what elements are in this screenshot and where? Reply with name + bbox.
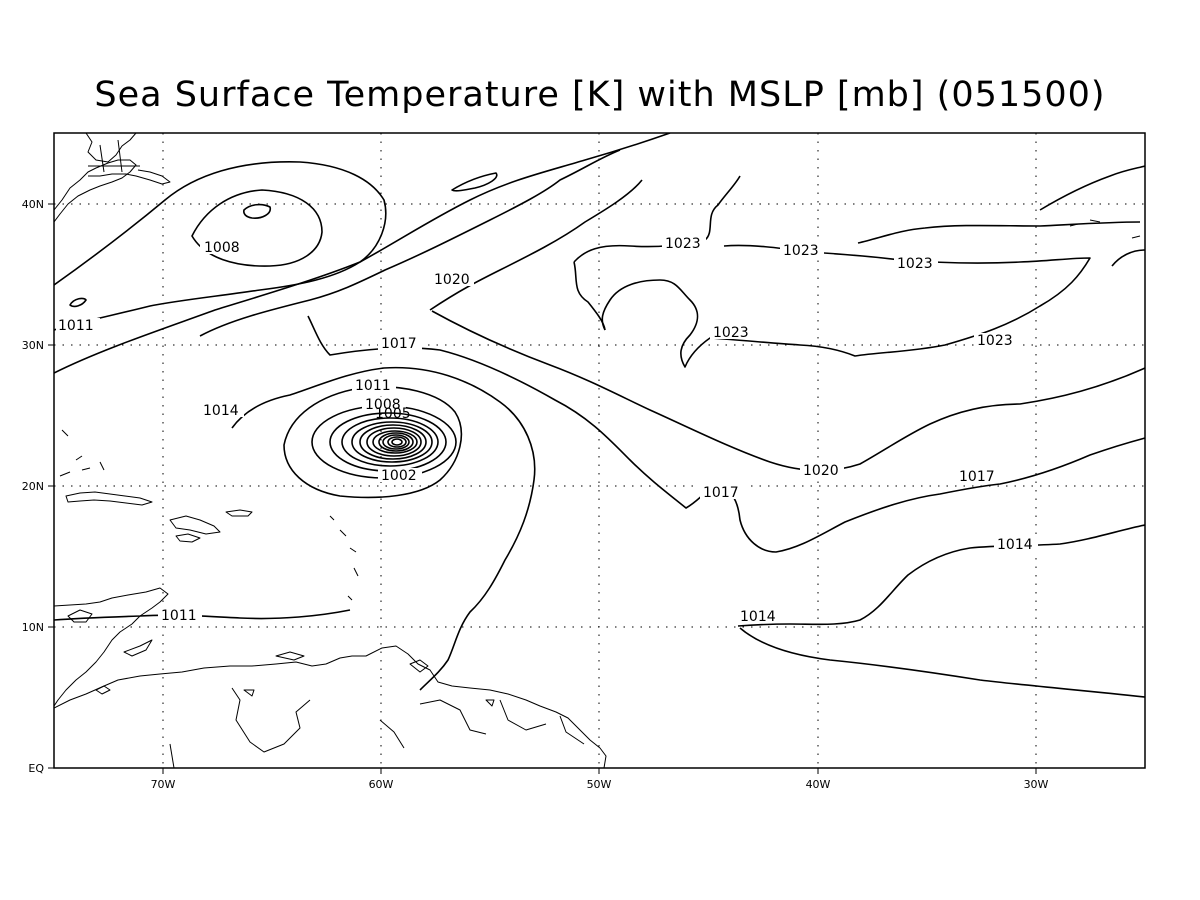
contour-labels: 1008 1011 1020 1017 1011 1014 1008 1005 … xyxy=(56,236,1038,625)
coastline-north-america xyxy=(54,159,137,223)
contour-label-1011-west: 1011 xyxy=(58,318,94,334)
lat-tick-20n: 20N xyxy=(22,480,44,493)
coastline-bahamas xyxy=(59,429,105,477)
coastline-south-america xyxy=(54,645,607,768)
lat-tick-40n: 40N xyxy=(22,198,44,211)
isobar-1005-north xyxy=(243,203,272,219)
contour-label-1023-west: 1023 xyxy=(665,236,701,252)
coastline-new-england xyxy=(85,133,137,163)
contour-label-1020-north: 1020 xyxy=(434,272,470,288)
coastline-jamaica xyxy=(175,533,201,543)
isobar-993-low xyxy=(366,427,422,457)
contour-label-1017-east: 1017 xyxy=(959,469,995,485)
contour-label-1011-low: 1011 xyxy=(355,378,391,394)
lon-tick-40w: 40W xyxy=(806,778,831,791)
isobar-999-low xyxy=(351,421,433,463)
isobar-1017-north xyxy=(199,149,621,337)
contour-label-1017-north: 1017 xyxy=(381,336,417,352)
isobar-1014-east xyxy=(737,524,1145,627)
isobar-1023-closure xyxy=(573,261,606,331)
contour-label-1002-low: 1002 xyxy=(381,468,417,484)
coastline-yucatan-islands xyxy=(67,609,153,695)
coastline-hispaniola xyxy=(169,515,221,535)
coastline-central-america xyxy=(54,587,169,707)
tick-marks xyxy=(48,203,1037,774)
isobar-978-low xyxy=(391,438,403,446)
contour-label-1023-east: 1023 xyxy=(897,256,933,272)
lat-tick-10n: 10N xyxy=(22,621,44,634)
lat-tick-eq: EQ xyxy=(28,762,44,775)
isobar-1023-east xyxy=(601,244,1091,368)
isobar-1008-north xyxy=(191,189,323,267)
coastline-south-america-interior xyxy=(169,687,585,768)
lon-tick-70w: 70W xyxy=(151,778,176,791)
contour-label-1023-southeast: 1023 xyxy=(977,333,1013,349)
isobar-1020-east-lobe xyxy=(1111,249,1145,267)
isobar-1020-main xyxy=(431,310,1145,472)
lat-axis-labels: 40N 30N 20N 10N EQ xyxy=(22,198,45,775)
coastline-nova-scotia xyxy=(88,169,171,185)
isobar-1011-north xyxy=(54,161,387,331)
isobar-981-low xyxy=(387,436,407,448)
isobar-1020-north xyxy=(429,179,643,311)
contour-label-1008-low: 1008 xyxy=(365,397,401,413)
contour-label-1014-east: 1014 xyxy=(997,537,1033,553)
isobar-1014-north xyxy=(54,133,671,374)
contour-label-1011-southwest: 1011 xyxy=(161,608,197,624)
contour-label-1023-south: 1023 xyxy=(713,325,749,341)
isobar-1011-low xyxy=(283,385,463,499)
contour-label-1008-north: 1008 xyxy=(204,240,240,256)
isobars xyxy=(54,133,1145,698)
grid-lines xyxy=(54,133,1145,768)
isobar-996-low xyxy=(359,424,427,460)
isobar-984-low xyxy=(382,434,410,450)
coastline-cuba xyxy=(65,491,153,506)
isobar-990-low xyxy=(372,430,418,454)
contour-label-1005-low: 1005 xyxy=(375,406,411,422)
isobar-1017-main xyxy=(307,315,1145,553)
contour-label-1017-main: 1017 xyxy=(703,485,739,501)
isobar-1011-lobe xyxy=(69,297,87,308)
coastline-state-borders xyxy=(88,139,140,173)
coastline-lesser-antilles xyxy=(329,515,359,601)
contour-label-1014-low: 1014 xyxy=(203,403,239,419)
lat-tick-30n: 30N xyxy=(22,339,44,352)
lon-tick-50w: 50W xyxy=(587,778,612,791)
contour-label-1014-south: 1014 xyxy=(740,609,776,625)
plot-frame xyxy=(53,132,1146,769)
coastline-trinidad xyxy=(409,659,429,673)
coastline-puerto-rico xyxy=(225,509,253,517)
contour-label-1023-center: 1023 xyxy=(783,243,819,259)
lon-tick-30w: 30W xyxy=(1024,778,1049,791)
coastlines xyxy=(54,133,1141,768)
lon-axis-labels: 70W 60W 50W 40W 30W xyxy=(151,778,1049,791)
isobar-1023-north xyxy=(857,221,1141,244)
isobar-1002-low xyxy=(341,417,439,467)
lon-tick-60w: 60W xyxy=(369,778,394,791)
figure-title: Sea Surface Temperature [K] with MSLP [m… xyxy=(94,75,1106,115)
contour-label-1020-main: 1020 xyxy=(803,463,839,479)
isobar-987-low xyxy=(378,432,414,452)
coastline-small-islands xyxy=(243,651,495,707)
isobar-1014-fragment xyxy=(451,172,498,192)
isobar-1020-northeast xyxy=(1039,165,1145,211)
isobar-1014-south xyxy=(231,366,536,691)
isobar-1011-east xyxy=(739,627,1145,698)
